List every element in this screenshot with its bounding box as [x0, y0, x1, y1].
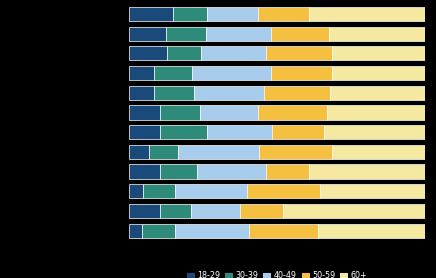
- Bar: [194, 86, 263, 100]
- Bar: [332, 46, 425, 61]
- Bar: [201, 46, 266, 61]
- Bar: [166, 27, 206, 41]
- Bar: [332, 145, 425, 159]
- Bar: [197, 165, 266, 179]
- Bar: [143, 184, 174, 198]
- Bar: [200, 105, 258, 120]
- Bar: [129, 184, 143, 198]
- Bar: [129, 125, 160, 139]
- Bar: [129, 7, 173, 21]
- Bar: [192, 66, 271, 80]
- Bar: [310, 165, 425, 179]
- Bar: [263, 86, 330, 100]
- Bar: [129, 86, 154, 100]
- Bar: [329, 27, 425, 41]
- Bar: [129, 165, 160, 179]
- Bar: [129, 27, 166, 41]
- Bar: [173, 7, 207, 21]
- Bar: [271, 27, 329, 41]
- Bar: [318, 224, 425, 238]
- Bar: [129, 224, 142, 238]
- Bar: [129, 46, 167, 61]
- Bar: [310, 7, 425, 21]
- Bar: [258, 7, 310, 21]
- Bar: [320, 184, 425, 198]
- Bar: [247, 184, 320, 198]
- Bar: [206, 27, 271, 41]
- Bar: [160, 125, 207, 139]
- Bar: [332, 66, 425, 80]
- Bar: [283, 204, 425, 218]
- Bar: [327, 105, 425, 120]
- Bar: [129, 105, 160, 120]
- Bar: [174, 224, 249, 238]
- Bar: [154, 86, 194, 100]
- Bar: [160, 204, 191, 218]
- Bar: [272, 125, 324, 139]
- Bar: [129, 145, 150, 159]
- Bar: [207, 7, 258, 21]
- Bar: [174, 184, 247, 198]
- Bar: [129, 204, 160, 218]
- Bar: [154, 66, 192, 80]
- Bar: [177, 145, 259, 159]
- Bar: [266, 46, 332, 61]
- Bar: [249, 224, 318, 238]
- Bar: [191, 204, 240, 218]
- Bar: [142, 224, 174, 238]
- Bar: [129, 66, 154, 80]
- Bar: [271, 66, 332, 80]
- Bar: [324, 125, 425, 139]
- Bar: [258, 105, 327, 120]
- Bar: [160, 105, 200, 120]
- Bar: [160, 165, 197, 179]
- Bar: [167, 46, 201, 61]
- Bar: [207, 125, 272, 139]
- Legend: 18-29, 30-39, 40-49, 50-59, 60+: 18-29, 30-39, 40-49, 50-59, 60+: [183, 268, 371, 278]
- Bar: [266, 165, 310, 179]
- Bar: [259, 145, 332, 159]
- Bar: [240, 204, 283, 218]
- Bar: [150, 145, 177, 159]
- Bar: [330, 86, 425, 100]
